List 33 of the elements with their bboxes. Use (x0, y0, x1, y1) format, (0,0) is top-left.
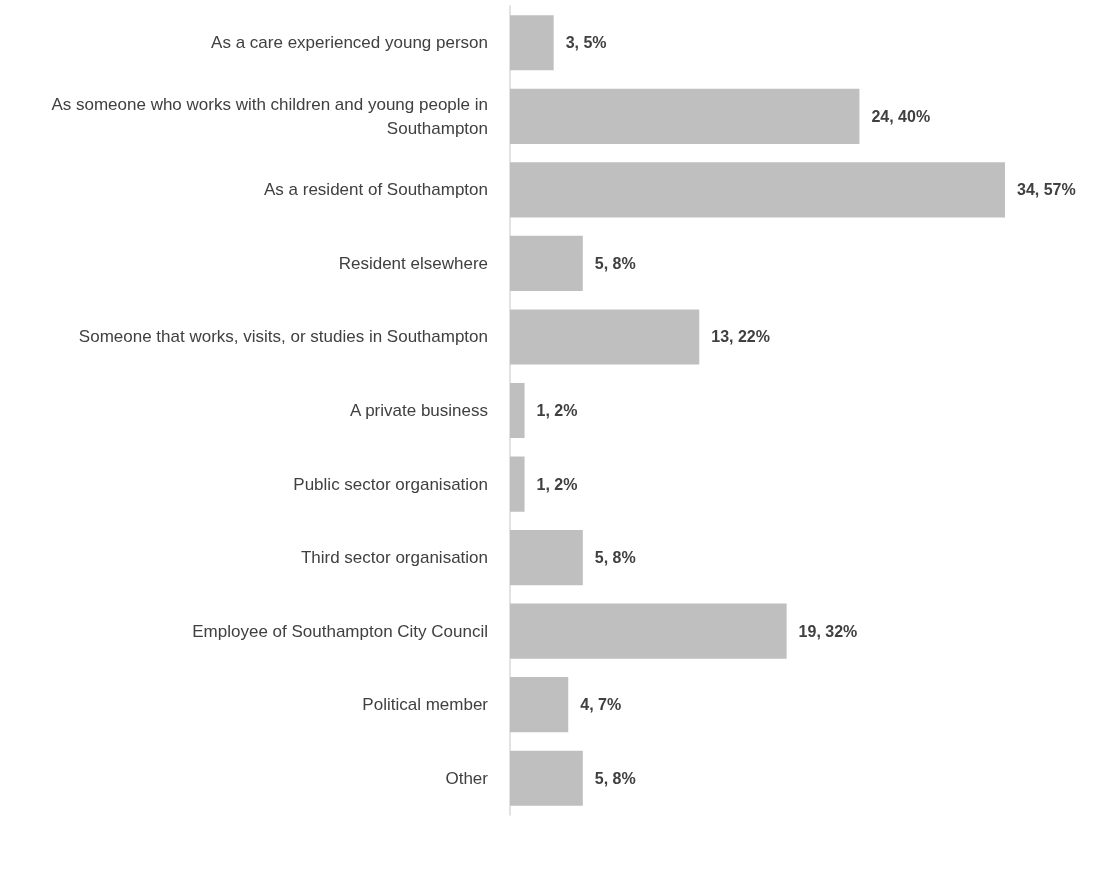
data-label: 5, 8% (594, 769, 636, 787)
y-tick-label: Third sector organisation (300, 548, 488, 568)
y-tick-label: Someone that works, visits, or studies in Southampton (78, 327, 488, 347)
y-tick-label: As a care experienced young person (211, 33, 488, 53)
data-label: 5, 8% (594, 254, 636, 272)
data-label: 13, 22% (711, 328, 770, 346)
bar (510, 15, 554, 71)
bar (510, 677, 569, 733)
data-label: 24, 40% (871, 107, 931, 125)
bar (510, 530, 583, 586)
data-label: 4, 7% (580, 696, 622, 714)
bar (510, 603, 787, 659)
y-tick-label: As a resident of Southampton (264, 180, 488, 200)
bar (510, 456, 525, 512)
bar (510, 309, 700, 365)
data-label: 3, 5% (565, 34, 607, 52)
y-tick-label: Employee of Southampton City Council (192, 621, 488, 641)
y-tick-label: As someone who works with children and young people in Southampton (51, 94, 488, 138)
data-label: 5, 8% (594, 549, 636, 567)
bar (510, 235, 583, 291)
y-tick-label: A private business (350, 401, 488, 420)
y-tick-label: Other (445, 768, 489, 788)
data-label: 19, 32% (798, 622, 858, 640)
data-label: 1, 2% (536, 402, 578, 419)
data-label: 1, 2% (536, 475, 578, 493)
y-tick-label: Political member (362, 695, 489, 715)
bar (510, 382, 525, 439)
y-tick-label: Public sector organisation (293, 474, 488, 494)
bar (510, 750, 583, 806)
data-label: 34, 57% (1017, 181, 1076, 199)
y-tick-label: Resident elsewhere (338, 253, 488, 273)
bar (510, 162, 1005, 218)
bar (510, 88, 860, 144)
